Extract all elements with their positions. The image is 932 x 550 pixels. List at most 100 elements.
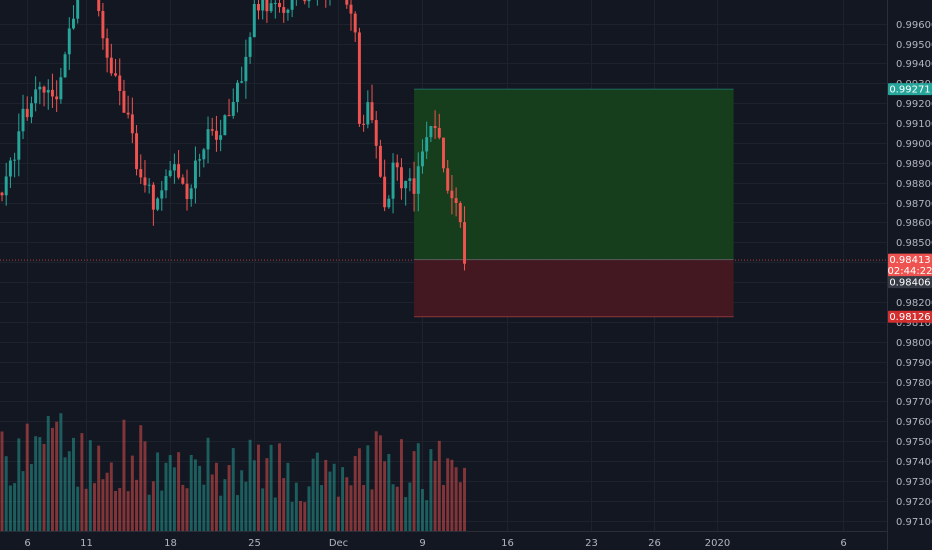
candle-body bbox=[349, 4, 353, 14]
volume-bar bbox=[235, 495, 239, 531]
volume-bar bbox=[366, 445, 370, 531]
volume-bar bbox=[336, 496, 340, 531]
volume-bar bbox=[135, 479, 139, 531]
volume-bar bbox=[210, 474, 214, 531]
volume-bar bbox=[139, 425, 143, 531]
price-tag-label: 0.99271 bbox=[889, 85, 930, 96]
candle-body bbox=[219, 135, 223, 140]
candle-body bbox=[114, 73, 118, 76]
candle-body bbox=[109, 57, 113, 74]
volume-bar bbox=[370, 489, 374, 531]
volume-bar bbox=[214, 462, 218, 531]
time-tick-label: 18 bbox=[164, 538, 177, 549]
candle-body bbox=[135, 133, 139, 170]
candle-body bbox=[399, 167, 403, 189]
candle-body bbox=[206, 129, 210, 150]
volume-bar bbox=[105, 472, 109, 531]
price-tag-label: 02:44:22 bbox=[888, 266, 932, 277]
candle-body bbox=[168, 170, 172, 177]
volume-bar bbox=[8, 485, 12, 531]
candle-body bbox=[357, 32, 361, 124]
candle-body bbox=[408, 178, 412, 181]
candle-body bbox=[67, 28, 71, 55]
volume-bar bbox=[324, 459, 328, 531]
candle-body bbox=[21, 108, 25, 132]
candle-body bbox=[4, 176, 8, 196]
volume-bar bbox=[244, 481, 248, 531]
price-tag bbox=[888, 83, 932, 96]
candle-body bbox=[50, 89, 54, 97]
volume-bar bbox=[93, 483, 96, 531]
candles bbox=[0, 0, 466, 271]
candle-body bbox=[63, 54, 67, 78]
candle-body bbox=[395, 162, 399, 168]
candle-body bbox=[450, 190, 454, 199]
volume-bar bbox=[126, 491, 130, 531]
time-axis[interactable]: 6 11 18 25 Dec 9 16 23 26 2020 6 bbox=[24, 538, 846, 549]
price-tick-label: 0.97100 bbox=[896, 517, 932, 528]
volume-bar bbox=[399, 439, 403, 531]
volume-bar bbox=[378, 435, 382, 531]
volume-bar bbox=[109, 462, 113, 531]
volume-bar bbox=[412, 451, 416, 531]
volume-bar bbox=[240, 470, 244, 531]
candle-body bbox=[29, 103, 33, 118]
volume-bar bbox=[252, 460, 256, 531]
volume-bar bbox=[248, 439, 252, 531]
volume-bar bbox=[181, 484, 185, 531]
candle-body bbox=[442, 137, 445, 169]
candle-body bbox=[177, 164, 181, 178]
candle-body bbox=[235, 82, 239, 103]
volume-bar bbox=[282, 478, 286, 531]
volume-bar bbox=[227, 465, 231, 531]
price-axis[interactable]: 0.996000.995000.994000.993000.992000.991… bbox=[896, 20, 932, 528]
long-position-tool[interactable] bbox=[414, 88, 734, 318]
candle-body bbox=[273, 2, 277, 4]
candle-body bbox=[147, 184, 151, 186]
price-tag bbox=[888, 276, 932, 289]
candle-body bbox=[269, 3, 273, 12]
volume-bar bbox=[13, 483, 17, 531]
candle-body bbox=[38, 86, 42, 90]
candle-body bbox=[202, 149, 206, 160]
volume-bar bbox=[193, 459, 197, 531]
volume-bar bbox=[29, 464, 33, 531]
volume-bar bbox=[156, 452, 160, 531]
candle-body bbox=[214, 130, 218, 140]
time-tick-label: 6 bbox=[24, 538, 30, 549]
candle-body bbox=[13, 159, 17, 161]
price-tag bbox=[888, 310, 932, 323]
candle-body bbox=[59, 77, 63, 100]
candle-body bbox=[391, 162, 395, 199]
candle-body bbox=[126, 112, 130, 115]
volume-bar bbox=[21, 471, 25, 531]
candle-body bbox=[416, 166, 420, 194]
candle-body bbox=[303, 0, 307, 2]
candle-body bbox=[97, 0, 101, 11]
volume-bar bbox=[387, 454, 391, 531]
candle-body bbox=[244, 56, 248, 82]
time-tick-label: Dec bbox=[329, 538, 348, 549]
candle-body bbox=[55, 96, 59, 100]
volume-bar bbox=[307, 486, 311, 531]
volume-bar bbox=[416, 443, 420, 531]
volume-bar bbox=[391, 484, 395, 531]
time-tick-label: 11 bbox=[80, 538, 93, 549]
candle-body bbox=[425, 137, 429, 152]
volume-bar bbox=[160, 490, 164, 531]
time-tick-label: 23 bbox=[585, 538, 598, 549]
volume-bar bbox=[345, 477, 349, 531]
